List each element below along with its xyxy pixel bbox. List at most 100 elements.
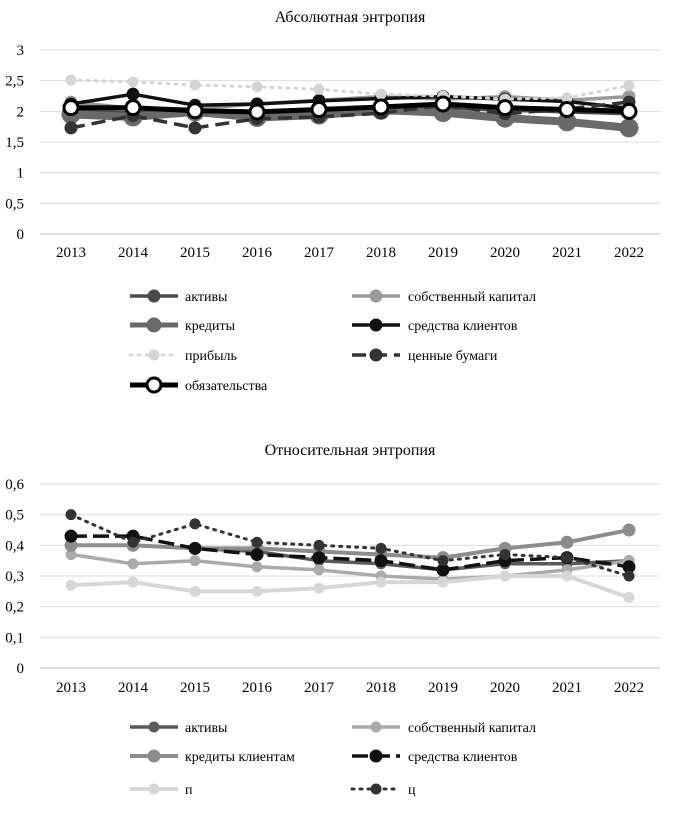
legend-label: ц bbox=[408, 783, 416, 798]
x-tick-label: 2022 bbox=[614, 245, 644, 261]
data-point bbox=[623, 570, 635, 582]
legend-swatch-marker bbox=[146, 317, 162, 333]
data-point bbox=[186, 102, 204, 120]
x-tick-label: 2021 bbox=[552, 680, 582, 696]
data-point bbox=[251, 585, 263, 597]
y-tick-label: 0,5 bbox=[5, 196, 24, 212]
x-tick-label: 2017 bbox=[304, 245, 335, 261]
legend-item: ц bbox=[350, 783, 416, 798]
data-point bbox=[375, 88, 387, 100]
series-line bbox=[70, 552, 630, 581]
legend-label: обязательства bbox=[185, 379, 268, 394]
y-tick-label: 0 bbox=[17, 227, 25, 243]
legend-item: кредиты bbox=[130, 317, 236, 334]
x-tick-label: 2015 bbox=[180, 680, 210, 696]
series-line bbox=[70, 100, 630, 130]
legend-label: активы bbox=[185, 290, 228, 305]
y-tick-label: 1,5 bbox=[5, 135, 24, 151]
data-point bbox=[313, 564, 325, 576]
data-point bbox=[126, 87, 140, 101]
x-tick-label: 2014 bbox=[118, 245, 149, 261]
data-point bbox=[558, 100, 576, 118]
legend-label: прибыль bbox=[185, 349, 237, 364]
series-6 bbox=[65, 509, 635, 582]
data-point bbox=[251, 536, 263, 548]
data-point bbox=[127, 76, 139, 88]
series-line bbox=[70, 106, 630, 132]
legend-item: средства клиентов bbox=[352, 318, 518, 334]
x-tick-label: 2018 bbox=[366, 245, 396, 261]
data-point bbox=[499, 549, 511, 561]
data-point bbox=[64, 121, 78, 135]
x-tick-label: 2018 bbox=[366, 680, 396, 696]
data-point bbox=[189, 79, 201, 91]
legend-swatch-marker bbox=[147, 289, 161, 303]
data-point bbox=[189, 518, 201, 530]
x-tick-label: 2020 bbox=[490, 245, 520, 261]
x-tick-label: 2021 bbox=[552, 245, 582, 261]
data-point bbox=[375, 542, 387, 554]
legend-swatch-marker bbox=[369, 289, 383, 303]
legend-swatch-marker bbox=[369, 749, 383, 763]
legend-label: кредиты bbox=[185, 319, 236, 334]
x-tick-label: 2020 bbox=[490, 680, 520, 696]
legend-item: активы bbox=[130, 289, 228, 305]
legend-label: ценные бумаги bbox=[408, 349, 498, 364]
data-point bbox=[65, 74, 77, 86]
legend-label: активы bbox=[185, 721, 228, 736]
data-point bbox=[250, 548, 264, 562]
data-point bbox=[375, 576, 387, 588]
y-tick-label: 0 bbox=[17, 661, 25, 677]
y-tick-label: 0,2 bbox=[5, 600, 24, 616]
legend-swatch-marker bbox=[148, 721, 160, 733]
chart-1: Абсолютная энтропия 0 0,5 1 1,5 2 2,5 3 2013 2014… bbox=[5, 9, 660, 394]
data-point bbox=[561, 570, 573, 582]
series-line bbox=[69, 78, 631, 101]
y-tick-label: 1 bbox=[17, 166, 25, 182]
x-tick-label: 2019 bbox=[428, 680, 458, 696]
x-tick-label: 2013 bbox=[56, 680, 86, 696]
data-point bbox=[313, 83, 325, 95]
y-tick-label: 2,5 bbox=[5, 74, 24, 90]
data-point bbox=[622, 523, 636, 537]
chart-title: Относительная энтропия bbox=[265, 442, 436, 459]
data-point bbox=[313, 582, 325, 594]
y-tick-label: 0,3 bbox=[5, 569, 24, 585]
data-point bbox=[372, 98, 390, 116]
data-point bbox=[189, 555, 201, 567]
series-line bbox=[71, 528, 630, 560]
data-point bbox=[313, 539, 325, 551]
data-point bbox=[62, 99, 80, 117]
legend-swatch-marker bbox=[370, 721, 382, 733]
data-point bbox=[127, 558, 139, 570]
data-point bbox=[127, 536, 139, 548]
series-5 bbox=[65, 74, 635, 105]
x-tick-label: 2013 bbox=[56, 245, 86, 261]
legend-label: средства клиентов bbox=[408, 750, 518, 765]
legend-item: собственный капитал bbox=[352, 721, 536, 736]
data-point bbox=[251, 561, 263, 573]
data-point bbox=[560, 535, 574, 549]
legend-item: ценные бумаги bbox=[352, 348, 498, 364]
data-point bbox=[434, 95, 452, 113]
legend-swatch-marker bbox=[145, 376, 163, 394]
series-5 bbox=[65, 570, 635, 603]
legend-item: собственный капитал bbox=[352, 289, 536, 305]
legend-label: кредиты клиентам bbox=[185, 750, 295, 765]
data-point bbox=[248, 103, 266, 121]
series-line bbox=[71, 101, 630, 115]
series-3 bbox=[64, 523, 636, 565]
legend-swatch-marker bbox=[148, 783, 160, 795]
chart-2: Относительная энтропия 0 0,1 0,2 0,3 0,4 0,5 0,… bbox=[5, 442, 660, 798]
x-tick-label: 2014 bbox=[118, 680, 149, 696]
data-point bbox=[124, 99, 142, 117]
legend-swatch-marker bbox=[147, 749, 161, 763]
x-tick-label: 2019 bbox=[428, 245, 458, 261]
y-tick-label: 0,5 bbox=[5, 508, 24, 524]
legend-label: собственный капитал bbox=[408, 290, 536, 305]
legend-item: прибыль bbox=[128, 349, 237, 364]
data-point bbox=[65, 579, 77, 591]
legend-item: обязательства bbox=[130, 376, 268, 394]
legend-swatch-marker bbox=[370, 783, 382, 795]
